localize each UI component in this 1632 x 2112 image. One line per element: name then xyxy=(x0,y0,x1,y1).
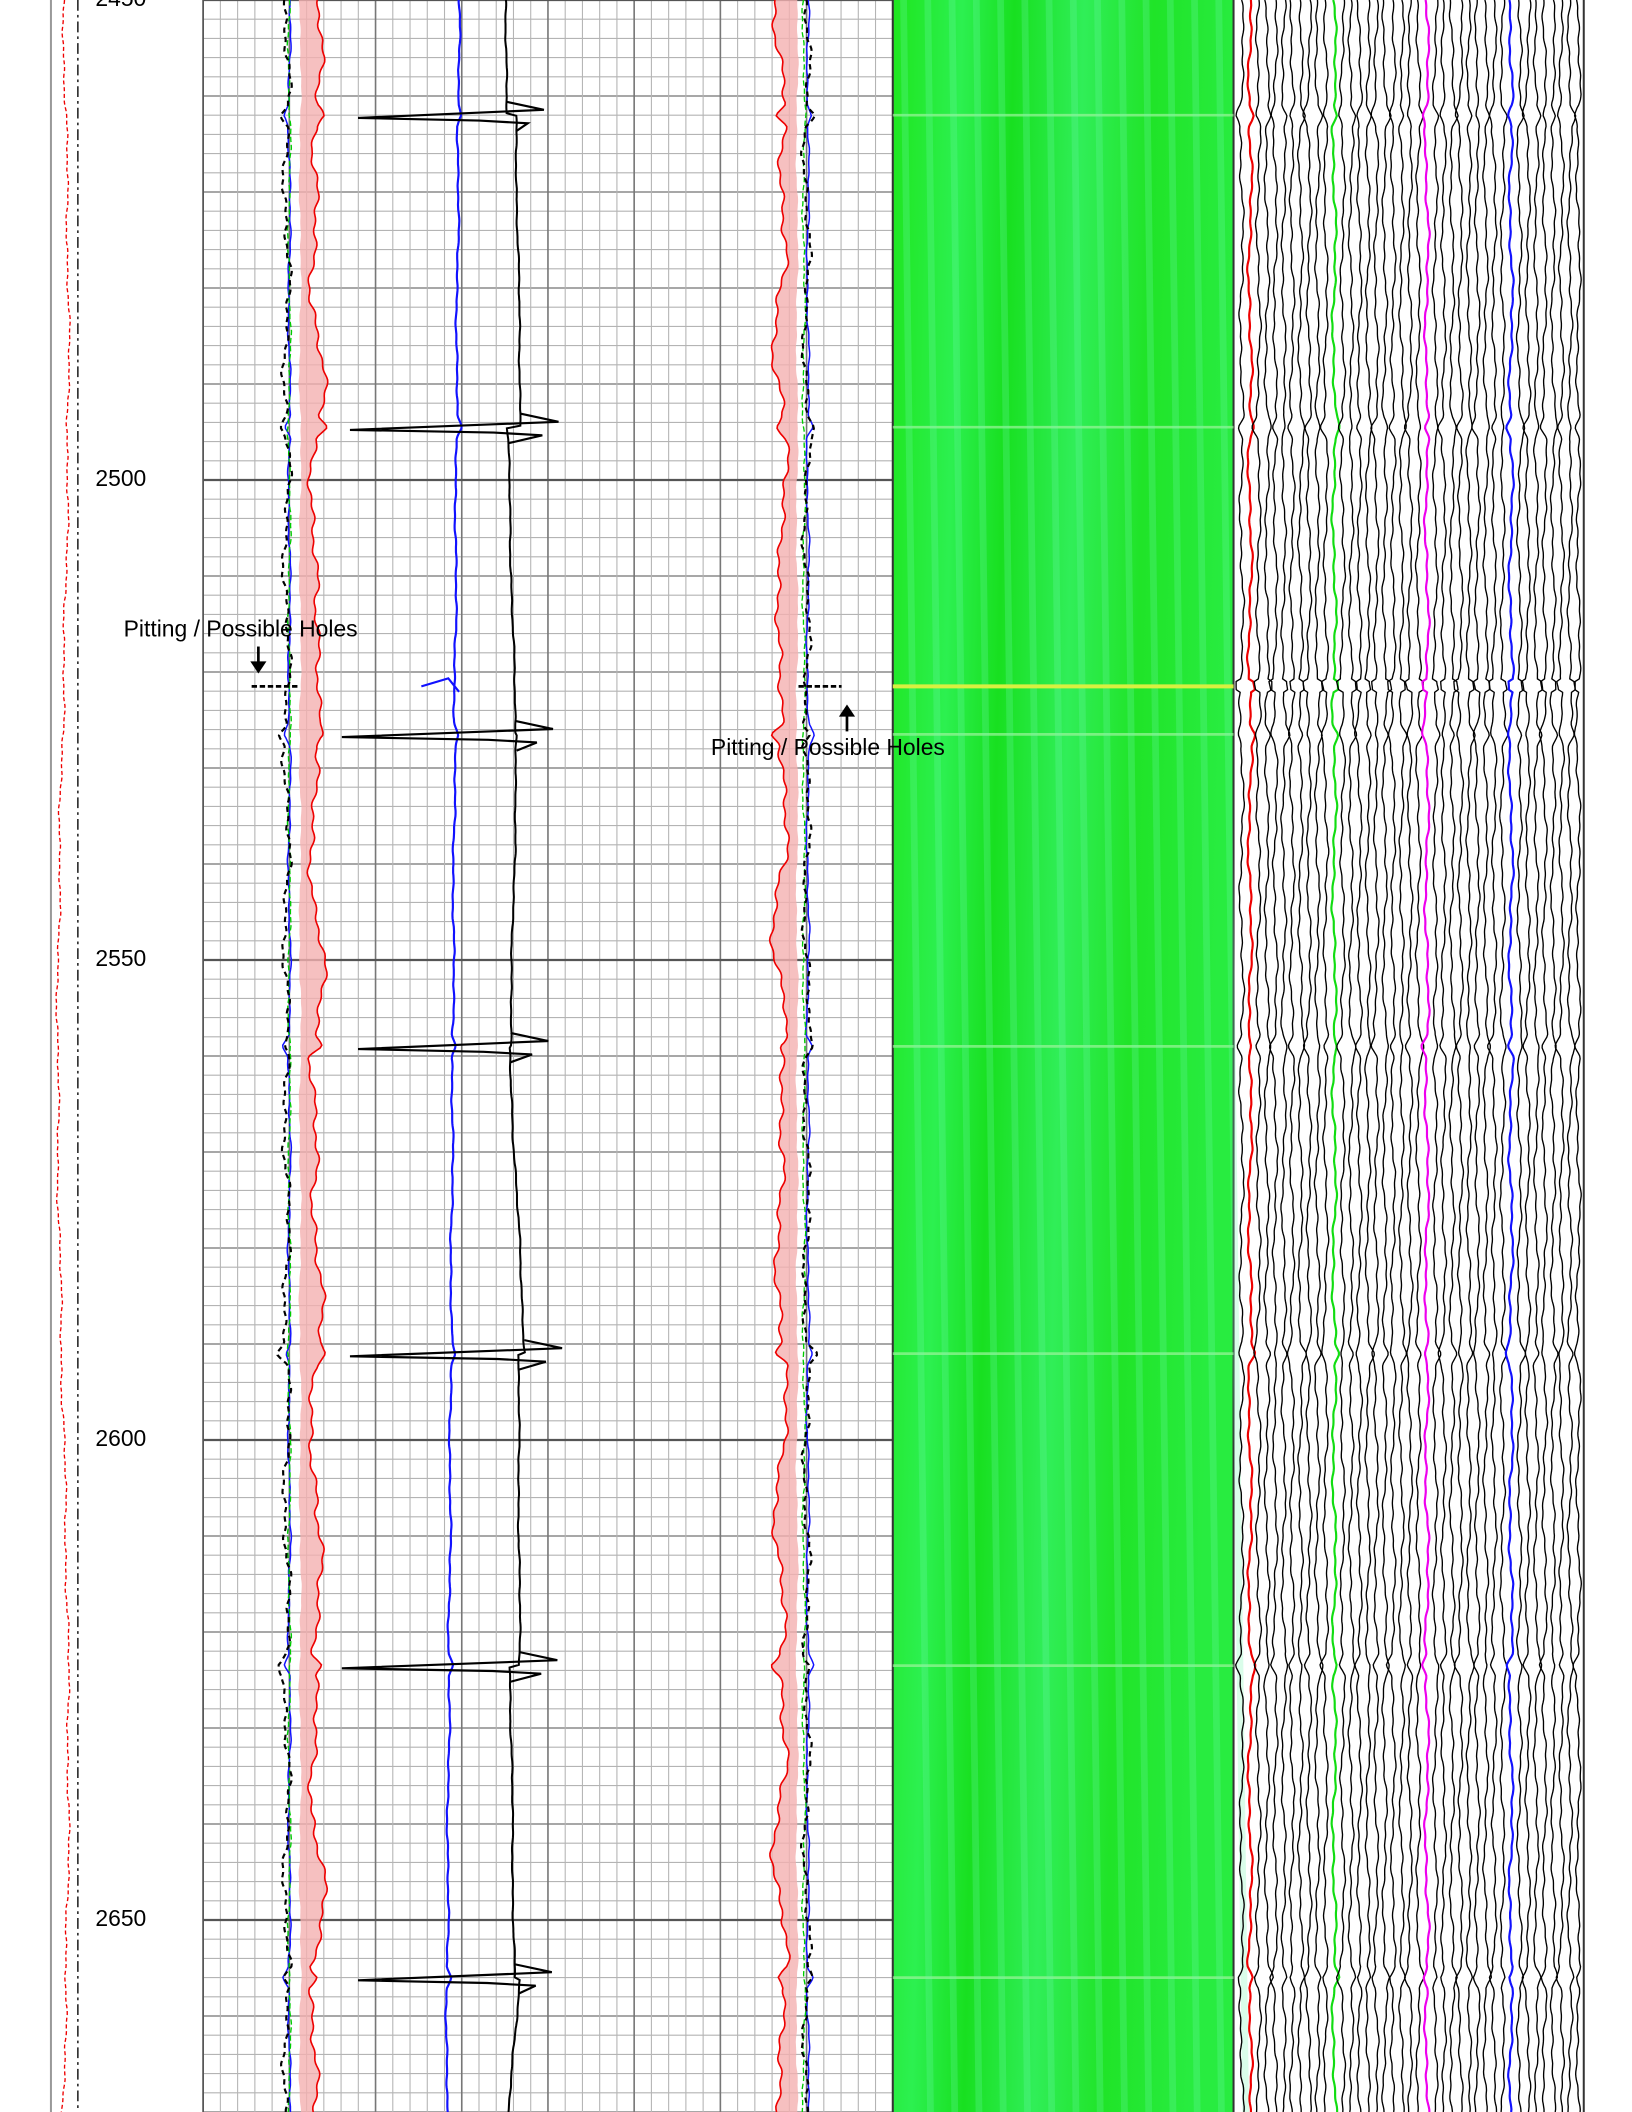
collar-spike xyxy=(349,412,559,445)
deviation-curve xyxy=(55,0,71,2112)
echo-trace xyxy=(1487,0,1498,2112)
echo-trace xyxy=(1414,0,1425,2112)
echo-trace xyxy=(1499,0,1509,2112)
echo-trace xyxy=(1364,0,1375,2112)
image-streak xyxy=(1191,0,1225,2112)
collar-spike xyxy=(357,1963,553,1995)
echo-trace xyxy=(1268,0,1279,2112)
echo-trace xyxy=(1251,0,1263,2112)
echo-trace xyxy=(1385,0,1397,2112)
echo-trace xyxy=(1330,0,1341,2112)
echo-trace xyxy=(1370,0,1380,2112)
echo-trace xyxy=(1504,0,1515,2112)
echo-trace xyxy=(1245,0,1257,2112)
image-track xyxy=(892,0,1234,2112)
caliper-black xyxy=(276,0,294,2112)
image-streak xyxy=(1069,0,1104,2112)
caliper-green xyxy=(801,0,807,2112)
depth-label: 2600 xyxy=(95,1425,146,1451)
caliper-red xyxy=(768,0,791,2112)
depth-label: 2550 xyxy=(95,945,146,971)
collar-spike xyxy=(341,719,554,752)
layers: 2450 2500 2550 2600 2650 Pitting / Possible H… xyxy=(49,0,1585,2112)
annotation: Pitting / Possible Holes xyxy=(711,734,945,760)
image-streak xyxy=(948,0,983,2112)
echo-trace xyxy=(1566,0,1577,2112)
caliper-blue xyxy=(805,0,815,2112)
image-streak xyxy=(1118,0,1153,2112)
echo-trace xyxy=(1286,0,1296,2112)
echo-trace xyxy=(1520,0,1532,2112)
echo-trace xyxy=(1554,0,1566,2112)
annotation: Pitting / Possible Holes xyxy=(124,615,358,641)
echo-trace xyxy=(1381,0,1393,2112)
image-streak xyxy=(1215,0,1250,2112)
depth-label: 2650 xyxy=(95,1905,146,1931)
collar-spike xyxy=(357,1031,549,1064)
echo-trace xyxy=(1313,0,1325,2112)
image-streak xyxy=(1166,0,1201,2112)
echo-trace xyxy=(1437,0,1448,2112)
caliper-blue xyxy=(281,0,293,2112)
collar-curve xyxy=(504,0,526,2112)
echo-trace xyxy=(1263,0,1274,2112)
depth-label: 2450 xyxy=(95,0,146,11)
echo-trace xyxy=(1471,0,1481,2112)
collar-spike xyxy=(341,1651,558,1683)
image-streak xyxy=(972,0,1007,2112)
image-streak xyxy=(997,0,1031,2112)
image-streak xyxy=(900,0,934,2112)
echo-trace xyxy=(1538,0,1549,2112)
image-streak xyxy=(1094,0,1128,2112)
image-streak xyxy=(1021,0,1056,2112)
echo-trace xyxy=(1398,0,1408,2112)
pitting-fill xyxy=(298,0,328,2112)
arrow-head xyxy=(250,661,267,674)
echo-trace xyxy=(1302,0,1313,2112)
hole-mark xyxy=(421,677,460,693)
echo-trace xyxy=(1420,0,1431,2112)
echo-trace xyxy=(1319,0,1330,2112)
echo-trace xyxy=(1296,0,1307,2112)
image-streak xyxy=(924,0,959,2112)
caliper-black xyxy=(799,0,819,2112)
collar-spike xyxy=(349,1339,563,1371)
arrow-head xyxy=(838,704,856,717)
echo-trace xyxy=(1347,0,1358,2112)
echo-trace xyxy=(1403,0,1414,2112)
image-streak xyxy=(1142,0,1177,2112)
echo-trace xyxy=(1515,0,1527,2112)
echo-trace xyxy=(1465,0,1476,2112)
echo-trace xyxy=(1532,0,1544,2112)
collar-spike xyxy=(357,100,545,133)
echo-trace xyxy=(1482,0,1493,2112)
image-streak xyxy=(1045,0,1080,2112)
echo-trace xyxy=(1335,0,1347,2112)
echo-trace xyxy=(1453,0,1465,2112)
echo-trace xyxy=(1549,0,1559,2112)
echo-trace xyxy=(1353,0,1364,2112)
caliper-red xyxy=(306,0,329,2112)
echo-trace xyxy=(1448,0,1459,2112)
echo-trace xyxy=(1235,0,1246,2112)
echo-trace xyxy=(1280,0,1291,2112)
echo-trace xyxy=(1431,0,1442,2112)
caliper-green xyxy=(286,0,293,2112)
thickness-curve xyxy=(444,0,463,2112)
echo-trace xyxy=(1572,0,1583,2112)
depth-label: 2500 xyxy=(95,465,146,491)
